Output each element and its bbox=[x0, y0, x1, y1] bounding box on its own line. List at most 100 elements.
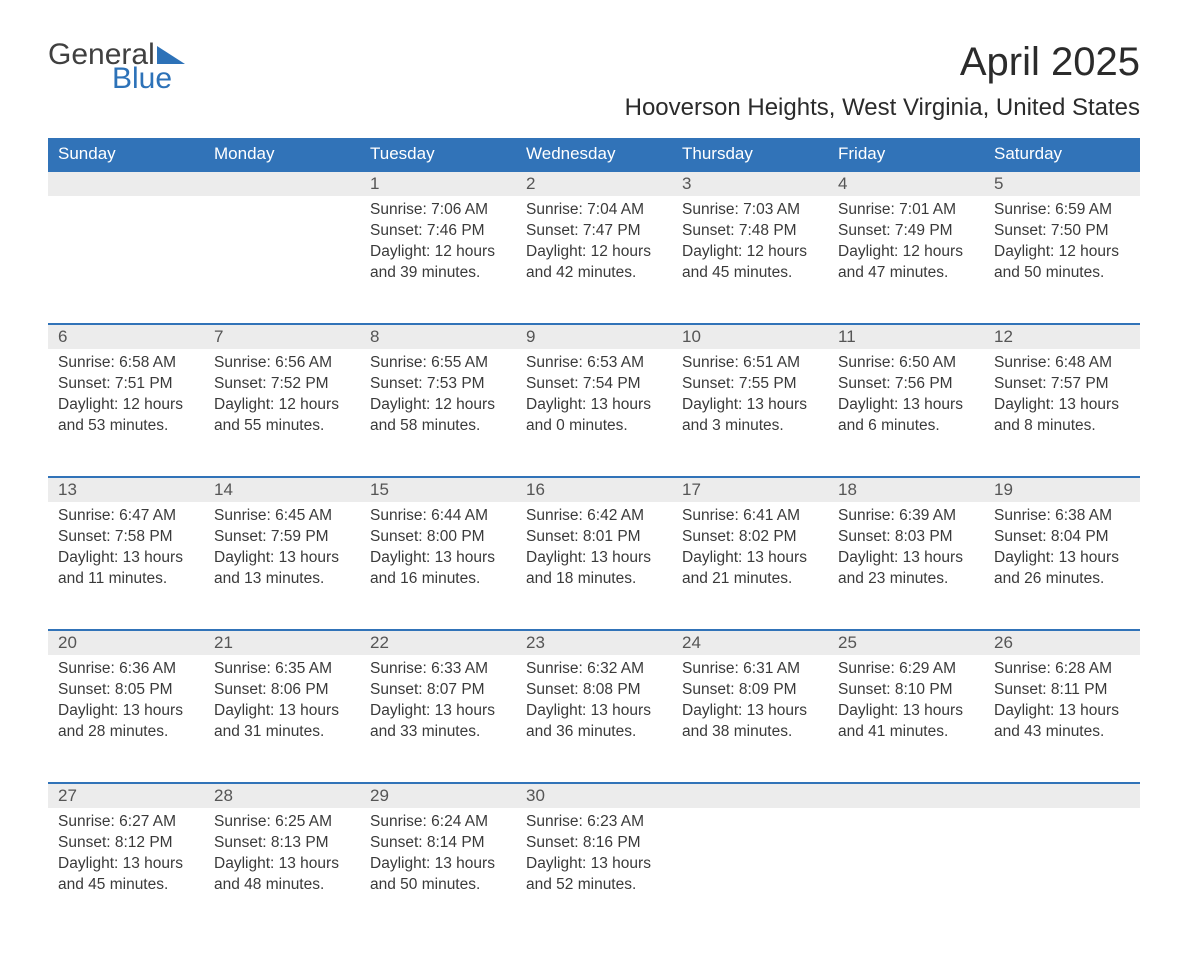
field-label: Sunrise: bbox=[214, 507, 275, 524]
field-label: Sunrise: bbox=[526, 507, 587, 524]
day-line: Sunset: 8:12 PM bbox=[58, 833, 194, 854]
day-line: Sunset: 7:55 PM bbox=[682, 374, 818, 395]
day-number-cell bbox=[48, 171, 204, 196]
week-daynum-row: 27282930 bbox=[48, 783, 1140, 808]
day-detail-cell: Sunrise: 6:48 AMSunset: 7:57 PMDaylight:… bbox=[984, 349, 1140, 477]
day-number: 8 bbox=[370, 327, 379, 346]
field-label: Sunset: bbox=[994, 375, 1051, 392]
day-line: Sunrise: 6:23 AM bbox=[526, 812, 662, 833]
field-label: Sunrise: bbox=[370, 354, 431, 371]
day-line: Sunset: 7:46 PM bbox=[370, 221, 506, 242]
field-value: 7:49 PM bbox=[895, 222, 953, 239]
field-value: 7:01 AM bbox=[899, 201, 956, 218]
day-line: Sunset: 8:01 PM bbox=[526, 527, 662, 548]
day-line: Sunrise: 6:50 AM bbox=[838, 353, 974, 374]
field-label: Daylight: bbox=[838, 549, 903, 566]
field-value: 6:53 AM bbox=[587, 354, 644, 371]
field-value: 8:06 PM bbox=[271, 681, 329, 698]
day-number-cell: 20 bbox=[48, 630, 204, 655]
field-value: 6:35 AM bbox=[275, 660, 332, 677]
day-line: Sunset: 7:51 PM bbox=[58, 374, 194, 395]
day-detail-cell bbox=[672, 808, 828, 936]
day-detail-cell: Sunrise: 6:41 AMSunset: 8:02 PMDaylight:… bbox=[672, 502, 828, 630]
field-value: 7:57 PM bbox=[1051, 375, 1109, 392]
field-value: 6:27 AM bbox=[119, 813, 176, 830]
day-number-cell: 15 bbox=[360, 477, 516, 502]
day-line: Sunset: 8:04 PM bbox=[994, 527, 1130, 548]
week-daynum-row: 12345 bbox=[48, 171, 1140, 196]
day-number-cell: 1 bbox=[360, 171, 516, 196]
field-value: 6:28 AM bbox=[1055, 660, 1112, 677]
day-line: Daylight: 13 hours and 28 minutes. bbox=[58, 701, 194, 743]
day-line: Daylight: 13 hours and 31 minutes. bbox=[214, 701, 350, 743]
field-label: Sunset: bbox=[58, 375, 115, 392]
day-line: Sunrise: 6:55 AM bbox=[370, 353, 506, 374]
day-line: Daylight: 12 hours and 42 minutes. bbox=[526, 242, 662, 284]
field-label: Sunrise: bbox=[370, 660, 431, 677]
field-label: Sunrise: bbox=[214, 813, 275, 830]
field-label: Sunrise: bbox=[526, 354, 587, 371]
day-detail-cell: Sunrise: 6:27 AMSunset: 8:12 PMDaylight:… bbox=[48, 808, 204, 936]
field-value: 7:50 PM bbox=[1051, 222, 1109, 239]
field-label: Daylight: bbox=[994, 243, 1059, 260]
day-number-cell: 13 bbox=[48, 477, 204, 502]
field-label: Sunrise: bbox=[682, 507, 743, 524]
day-number-cell: 18 bbox=[828, 477, 984, 502]
field-label: Daylight: bbox=[838, 243, 903, 260]
day-number: 18 bbox=[838, 480, 857, 499]
field-label: Daylight: bbox=[214, 396, 279, 413]
day-number: 23 bbox=[526, 633, 545, 652]
day-detail-cell: Sunrise: 6:53 AMSunset: 7:54 PMDaylight:… bbox=[516, 349, 672, 477]
month-title: April 2025 bbox=[625, 40, 1140, 84]
day-number-cell: 4 bbox=[828, 171, 984, 196]
day-detail-cell: Sunrise: 6:51 AMSunset: 7:55 PMDaylight:… bbox=[672, 349, 828, 477]
day-line: Daylight: 12 hours and 50 minutes. bbox=[994, 242, 1130, 284]
field-label: Sunset: bbox=[214, 681, 271, 698]
day-line: Sunset: 7:58 PM bbox=[58, 527, 194, 548]
field-label: Daylight: bbox=[58, 549, 123, 566]
day-line: Daylight: 13 hours and 38 minutes. bbox=[682, 701, 818, 743]
field-value: 6:56 AM bbox=[275, 354, 332, 371]
field-value: 6:31 AM bbox=[743, 660, 800, 677]
day-line: Sunrise: 6:38 AM bbox=[994, 506, 1130, 527]
day-detail-cell: Sunrise: 6:59 AMSunset: 7:50 PMDaylight:… bbox=[984, 196, 1140, 324]
field-value: 7:48 PM bbox=[739, 222, 797, 239]
day-number: 24 bbox=[682, 633, 701, 652]
calendar-table: SundayMondayTuesdayWednesdayThursdayFrid… bbox=[48, 138, 1140, 936]
day-line: Sunrise: 6:32 AM bbox=[526, 659, 662, 680]
day-line: Sunset: 7:56 PM bbox=[838, 374, 974, 395]
day-detail-cell: Sunrise: 6:35 AMSunset: 8:06 PMDaylight:… bbox=[204, 655, 360, 783]
day-line: Sunrise: 6:44 AM bbox=[370, 506, 506, 527]
day-line: Daylight: 12 hours and 45 minutes. bbox=[682, 242, 818, 284]
field-value: 8:13 PM bbox=[271, 834, 329, 851]
day-detail-cell bbox=[828, 808, 984, 936]
day-number: 11 bbox=[838, 327, 856, 346]
field-label: Daylight: bbox=[682, 549, 747, 566]
field-label: Sunset: bbox=[214, 375, 271, 392]
field-label: Sunrise: bbox=[838, 660, 899, 677]
field-label: Daylight: bbox=[214, 855, 279, 872]
day-number: 2 bbox=[526, 174, 535, 193]
day-number: 27 bbox=[58, 786, 77, 805]
day-line: Daylight: 13 hours and 16 minutes. bbox=[370, 548, 506, 590]
day-line: Sunrise: 6:27 AM bbox=[58, 812, 194, 833]
field-label: Daylight: bbox=[58, 855, 123, 872]
day-number-cell bbox=[984, 783, 1140, 808]
field-value: 6:29 AM bbox=[899, 660, 956, 677]
day-number-cell: 23 bbox=[516, 630, 672, 655]
day-number: 1 bbox=[370, 174, 379, 193]
field-value: 7:55 PM bbox=[739, 375, 797, 392]
week-daynum-row: 13141516171819 bbox=[48, 477, 1140, 502]
field-label: Sunset: bbox=[370, 375, 427, 392]
day-number-cell: 16 bbox=[516, 477, 672, 502]
field-value: 7:51 PM bbox=[115, 375, 173, 392]
field-label: Sunset: bbox=[526, 222, 583, 239]
day-number-cell: 5 bbox=[984, 171, 1140, 196]
field-value: 8:09 PM bbox=[739, 681, 797, 698]
field-value: 6:39 AM bbox=[899, 507, 956, 524]
field-value: 8:05 PM bbox=[115, 681, 173, 698]
day-line: Daylight: 13 hours and 36 minutes. bbox=[526, 701, 662, 743]
day-line: Sunrise: 6:33 AM bbox=[370, 659, 506, 680]
day-number: 4 bbox=[838, 174, 847, 193]
field-label: Daylight: bbox=[370, 702, 435, 719]
